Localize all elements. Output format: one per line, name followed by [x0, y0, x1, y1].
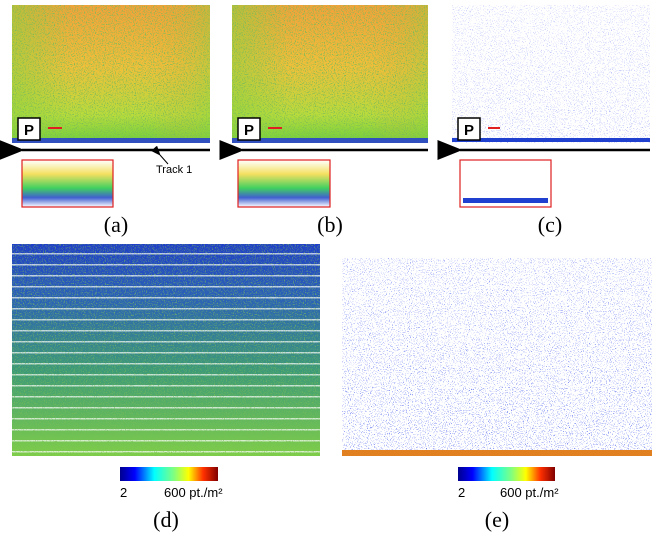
- colorbar: [458, 467, 555, 481]
- density-stripes: [342, 258, 652, 456]
- inset-ground: [463, 198, 548, 203]
- point-cloud-texture: [232, 5, 428, 143]
- track-edge: [12, 138, 210, 143]
- panel-label: (b): [317, 212, 343, 237]
- point-cloud: [452, 5, 650, 143]
- marker-label: P: [24, 122, 34, 139]
- panel-label: (e): [485, 507, 509, 532]
- panel-label: (a): [104, 212, 128, 237]
- colorbar-min: 2: [458, 485, 465, 500]
- panel-label: (d): [153, 507, 179, 532]
- point-cloud-texture: [12, 5, 210, 143]
- inset: [237, 159, 331, 208]
- colorbar-max: 600 pt./m²: [164, 485, 223, 500]
- density-texture: [12, 244, 320, 456]
- marker-label: P: [244, 122, 254, 139]
- marker-box: [457, 117, 481, 141]
- track-edge: [452, 138, 650, 142]
- panel-e: 2 600 pt./m² (e): [342, 258, 652, 532]
- track-pointer: [151, 145, 169, 165]
- colorbar-max: 600 pt./m²: [500, 485, 559, 500]
- panel-b: P (b): [219, 5, 428, 237]
- panel-label: (c): [538, 212, 562, 237]
- panel-a: P Track 1 (a): [0, 5, 210, 237]
- inset: [21, 159, 114, 208]
- marker-label: P: [464, 122, 474, 139]
- colorbar-min: 2: [120, 485, 127, 500]
- marker-box: [237, 117, 261, 141]
- panel-c: P (c): [437, 5, 650, 237]
- track-edge: [232, 138, 428, 143]
- panel-d: 2 600 pt./m² (d): [12, 244, 320, 532]
- ground-strip: [342, 450, 652, 456]
- colorbar: [120, 467, 218, 481]
- marker-box: [17, 117, 41, 141]
- track-label: Track 1: [156, 164, 192, 176]
